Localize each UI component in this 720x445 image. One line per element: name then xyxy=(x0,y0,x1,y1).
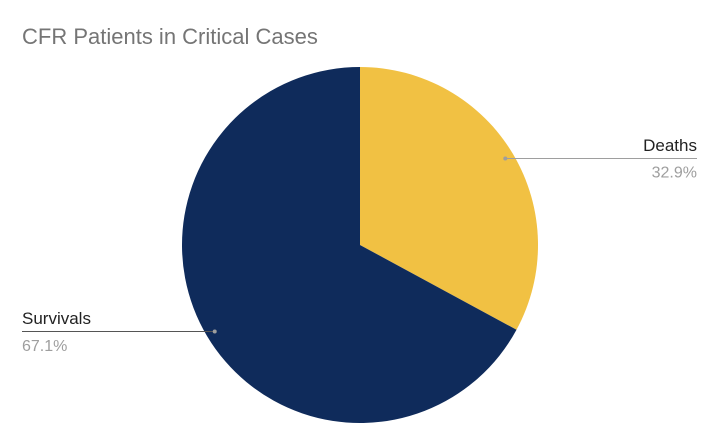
pie-slice xyxy=(360,67,538,330)
slice-label: Survivals xyxy=(22,309,91,328)
leader-dot xyxy=(212,329,217,334)
slice-label: Deaths xyxy=(643,136,697,155)
value-label: 67.1% xyxy=(22,338,67,355)
pie-slice xyxy=(182,67,517,423)
value-label: 32.9% xyxy=(652,165,697,182)
chart-title: CFR Patients in Critical Cases xyxy=(22,24,318,49)
leader-dot xyxy=(503,156,508,161)
